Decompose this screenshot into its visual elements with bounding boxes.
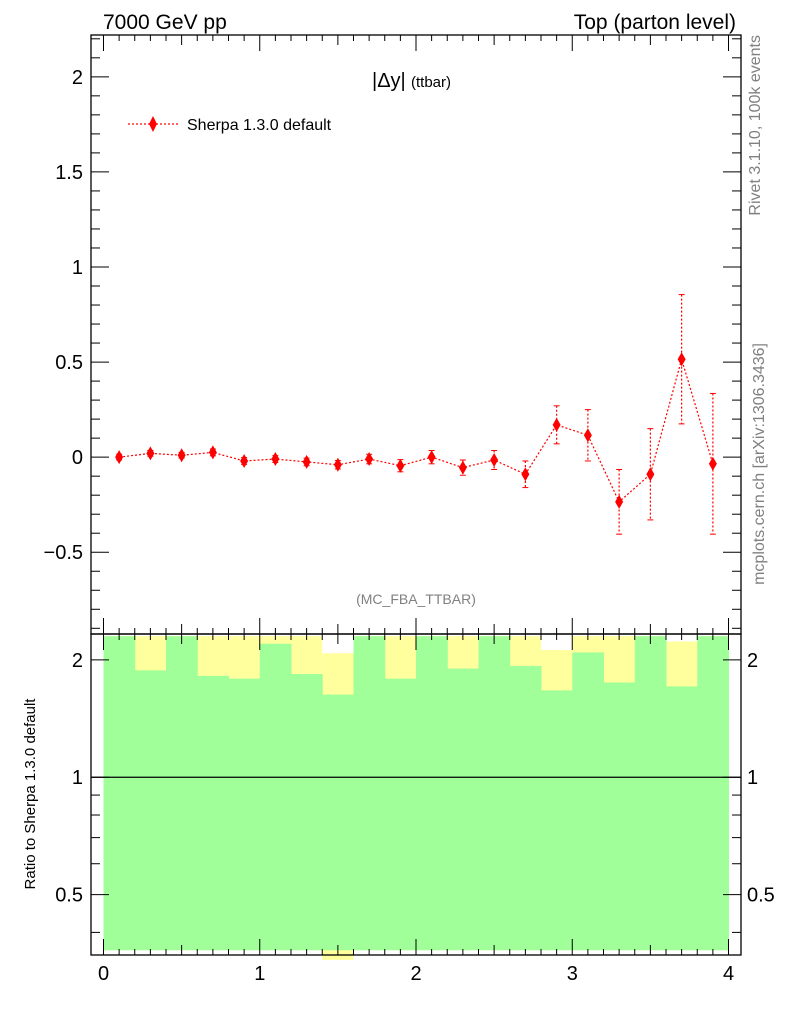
rivet-version-label: Rivet 3.1.10, 100k events [747,35,764,216]
band-inner-bin [384,678,417,951]
data-point [302,454,311,469]
band-inner-bin [416,636,448,951]
lower-frame [90,633,742,956]
band-inner-bin [353,636,386,951]
y-tick-label-upper: 0 [72,447,83,469]
band-inner-bin [134,670,167,951]
legend-marker-icon [149,116,157,132]
ratio-plot-panel: 0 1 2 3 4 0.5 0.5 1 1 2 2 [55,633,775,985]
band-inner-bin [478,636,511,951]
header-right-label: Top (parton level) [574,11,736,34]
legend: Sherpa 1.3.0 default [128,116,332,134]
data-point [490,453,499,468]
x-tick-label: 0 [98,963,109,985]
legend-label: Sherpa 1.3.0 default [187,117,332,134]
data-point [646,467,655,482]
data-point [427,450,436,465]
x-tick-label: 3 [567,963,578,985]
ratio-ylabel: Ratio to Sherpa 1.3.0 default [22,698,39,890]
band-inner-bin [291,673,323,951]
band-inner-bin [509,665,542,951]
series-line [119,357,714,503]
data-point [208,445,217,460]
header-left-label: 7000 GeV pp [103,11,227,34]
plot-label-suffix: (ttbar) [411,74,451,91]
data-point [333,457,342,472]
band-inner-bin [603,682,636,951]
data-point [146,446,155,461]
band-inner-bin [697,636,729,951]
y-tick-label-lower-left: 2 [72,650,83,672]
y-tick-label-lower-left: 1 [72,767,83,789]
x-tick-label: 1 [254,963,265,985]
band-inner-bin [322,694,354,951]
band-inner-bin [634,636,667,951]
data-point [365,452,374,467]
y-tick-label-lower-right: 1 [747,767,758,789]
mcplots-citation-label: mcplots.cern.ch [arXiv:1306.3436] [751,343,768,585]
band-inner-bin [197,675,229,951]
data-point [177,448,186,463]
band-inner-bin [103,636,136,951]
data-point [708,456,717,471]
y-tick-label-lower-right: 0.5 [747,885,775,907]
data-point [240,453,249,468]
data-point [677,352,686,367]
x-tick-label: 2 [410,963,421,985]
band-inner-bin [447,668,479,951]
data-point [115,450,124,465]
main-plot-panel: −0.5 0 0.5 1 1.5 2 [44,34,742,635]
data-point [615,494,624,509]
band-inner-bin [541,690,573,951]
band-inner-bin [166,636,198,951]
y-tick-label-lower-left: 0.5 [55,885,83,907]
data-point [552,417,561,432]
band-inner-bin [572,652,604,951]
x-tick-label: 4 [723,963,734,985]
y-tick-label-upper: 0.5 [55,352,83,374]
data-point [396,458,405,473]
y-tick-label-upper: −0.5 [44,542,83,564]
y-tick-label-upper: 1.5 [55,162,83,184]
band-inner-bin [228,678,261,951]
y-tick-label-upper: 1 [72,257,83,279]
data-point [271,452,280,467]
analysis-id-label: (MC_FBA_TTBAR) [356,591,476,607]
band-inner-bin [666,686,698,951]
data-point [583,428,592,443]
y-tick-label-lower-right: 2 [747,650,758,672]
band-inner-bin [259,643,292,951]
data-point [458,460,467,475]
y-tick-label-upper: 2 [72,67,83,89]
plot-label-main: |Δy| [372,70,406,92]
data-point [521,467,530,482]
